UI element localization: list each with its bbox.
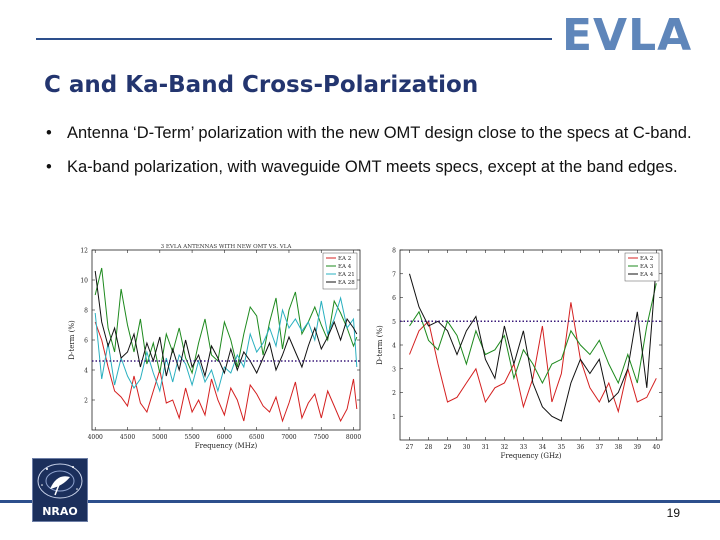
bullet-list: • Antenna ‘D-Term’ polarization with the… bbox=[46, 122, 696, 190]
bullet-text: Antenna ‘D-Term’ polarization with the n… bbox=[67, 124, 692, 142]
x-tick-label: 39 bbox=[633, 444, 641, 451]
bullet-dot: • bbox=[46, 124, 52, 142]
bullet-item: • Ka-band polarization, with waveguide O… bbox=[46, 156, 696, 178]
legend-label: EA 28 bbox=[338, 280, 355, 286]
x-tick-label: 31 bbox=[482, 444, 490, 451]
y-tick-label: 2 bbox=[392, 390, 396, 397]
series-line bbox=[94, 267, 358, 375]
bullet-item: • Antenna ‘D-Term’ polarization with the… bbox=[46, 122, 696, 144]
c-band-dterm-chart: 3 EVLA ANTENNAS WITH NEW OMT VS. VLA 4000… bbox=[68, 244, 361, 450]
page-number: 19 bbox=[666, 506, 680, 520]
series-line bbox=[409, 302, 657, 414]
footer-rule bbox=[0, 500, 720, 503]
nrao-wordmark: NRAO bbox=[42, 505, 78, 518]
y-tick-label: 4 bbox=[84, 368, 88, 375]
bullet-dot: • bbox=[46, 158, 52, 176]
x-tick-label: 36 bbox=[577, 444, 585, 451]
x-tick-label: 6500 bbox=[249, 434, 264, 441]
slide-title: C and Ka-Band Cross-Polarization bbox=[44, 72, 479, 98]
x-tick-label: 8000 bbox=[346, 434, 361, 441]
ka-band-dterm-chart: 27 28 29 30 31 32 33 34 35 36 37 38 39 4012345678Freq… bbox=[376, 248, 663, 460]
legend-label: EA 2 bbox=[338, 256, 351, 262]
x-tick-label: 4000 bbox=[88, 434, 103, 441]
x-tick-label: 35 bbox=[558, 444, 566, 451]
x-tick-label: 30 bbox=[463, 444, 471, 451]
legend-label: EA 4 bbox=[640, 272, 654, 278]
legend-label: EA 3 bbox=[640, 264, 654, 270]
y-tick-label: 1 bbox=[392, 414, 396, 421]
x-tick-label: 29 bbox=[444, 444, 452, 451]
x-tick-label: 40 bbox=[652, 444, 660, 451]
y-tick-label: 6 bbox=[392, 295, 396, 302]
y-tick-label: 7 bbox=[392, 271, 396, 278]
x-axis-label: Frequency (MHz) bbox=[195, 442, 258, 450]
evla-logo: EVLA bbox=[562, 10, 693, 61]
x-tick-label: 7000 bbox=[281, 434, 296, 441]
legend-label: EA 2 bbox=[640, 256, 653, 262]
x-tick-label: 5500 bbox=[184, 434, 199, 441]
legend-label: EA 4 bbox=[338, 264, 352, 270]
header-rule bbox=[36, 38, 552, 40]
x-tick-label: 33 bbox=[520, 444, 528, 451]
y-tick-label: 8 bbox=[392, 248, 396, 255]
y-tick-label: 3 bbox=[392, 366, 396, 373]
y-tick-label: 5 bbox=[392, 319, 396, 326]
x-tick-label: 5000 bbox=[152, 434, 167, 441]
nrao-logo: NRAO bbox=[32, 458, 88, 522]
x-axis-label: Frequency (GHz) bbox=[501, 452, 562, 460]
series-line bbox=[409, 264, 657, 422]
chart-header-text: 3 EVLA ANTENNAS WITH NEW OMT VS. VLA bbox=[161, 244, 293, 250]
x-tick-label: 6000 bbox=[217, 434, 232, 441]
x-tick-label: 32 bbox=[501, 444, 509, 451]
x-tick-label: 37 bbox=[596, 444, 604, 451]
legend-label: EA 21 bbox=[338, 272, 355, 278]
radio-dish-icon bbox=[37, 463, 83, 499]
y-axis-label: D-term (%) bbox=[68, 320, 76, 360]
y-tick-label: 4 bbox=[392, 343, 396, 350]
series-line bbox=[94, 321, 358, 423]
y-tick-label: 10 bbox=[80, 278, 88, 285]
series-line bbox=[94, 270, 358, 378]
x-tick-label: 38 bbox=[615, 444, 623, 451]
legend-box bbox=[322, 252, 358, 290]
x-tick-label: 4500 bbox=[120, 434, 135, 441]
y-tick-label: 8 bbox=[84, 308, 88, 315]
bullet-text: Ka-band polarization, with waveguide OMT… bbox=[67, 158, 678, 176]
x-tick-label: 34 bbox=[539, 444, 547, 451]
x-tick-label: 27 bbox=[406, 444, 414, 451]
x-tick-label: 7500 bbox=[314, 434, 329, 441]
y-tick-label: 12 bbox=[80, 248, 88, 255]
y-axis-label: D-term (%) bbox=[376, 325, 384, 365]
x-tick-label: 28 bbox=[425, 444, 433, 451]
y-tick-label: 6 bbox=[84, 338, 88, 345]
series-line bbox=[94, 296, 358, 393]
series-line bbox=[409, 283, 657, 385]
y-tick-label: 2 bbox=[84, 398, 88, 405]
